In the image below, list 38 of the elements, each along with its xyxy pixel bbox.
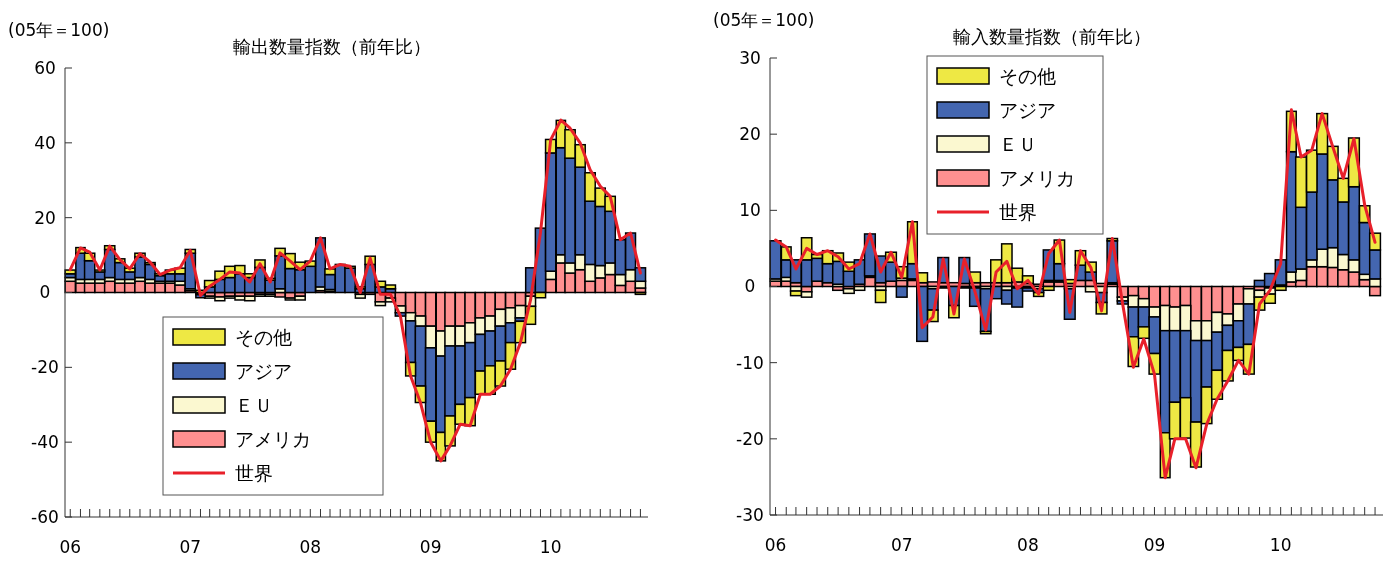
y-tick-label: 10 — [739, 200, 761, 221]
y-tick-label: -10 — [736, 352, 764, 373]
y-axis-title: (05年＝100) — [8, 20, 110, 40]
x-tick-label: 10 — [1269, 535, 1292, 555]
x-tick-label: 07 — [890, 535, 913, 555]
x-tick-label: 08 — [299, 537, 322, 557]
x-tick-label: 09 — [419, 537, 442, 557]
y-tick-label: 60 — [34, 57, 56, 78]
y-tick-label: -60 — [31, 506, 59, 527]
x-tick-label: 06 — [59, 537, 82, 557]
x-tick-label: 08 — [1017, 535, 1039, 555]
y-tick-label: -20 — [31, 357, 59, 378]
legend-label: アジア — [999, 98, 1056, 121]
legend-label: ＥＵ — [235, 393, 273, 416]
y-tick-label: 30 — [739, 47, 761, 68]
x-tick-label: 10 — [539, 537, 562, 557]
y-tick-label: 20 — [739, 124, 761, 145]
y-tick-label: -20 — [736, 428, 764, 449]
chart-title: 輸出数量指数（前年比） — [232, 36, 431, 57]
y-tick-label: -30 — [736, 504, 764, 525]
y-axis-title: (05年＝100) — [713, 10, 815, 30]
y-tick-label: 0 — [39, 282, 51, 303]
y-tick-label: -40 — [31, 432, 59, 453]
chart-title: 輸入数量指数（前年比） — [952, 26, 1151, 47]
legend-label: 世界 — [999, 200, 1037, 223]
legend-label: アメリカ — [999, 166, 1075, 189]
legend-label: ＥＵ — [999, 132, 1037, 155]
y-tick-label: 0 — [744, 276, 756, 297]
legend-label: その他 — [999, 64, 1056, 87]
x-tick-label: 06 — [764, 535, 787, 555]
legend-label: アメリカ — [235, 427, 311, 450]
legend-label: 世界 — [235, 461, 273, 484]
y-tick-label: 20 — [34, 207, 56, 228]
y-tick-label: 40 — [34, 132, 56, 153]
x-tick-label: 09 — [1143, 535, 1166, 555]
legend-label: アジア — [235, 359, 292, 382]
x-tick-label: 07 — [179, 537, 202, 557]
legend-label: その他 — [235, 325, 292, 348]
